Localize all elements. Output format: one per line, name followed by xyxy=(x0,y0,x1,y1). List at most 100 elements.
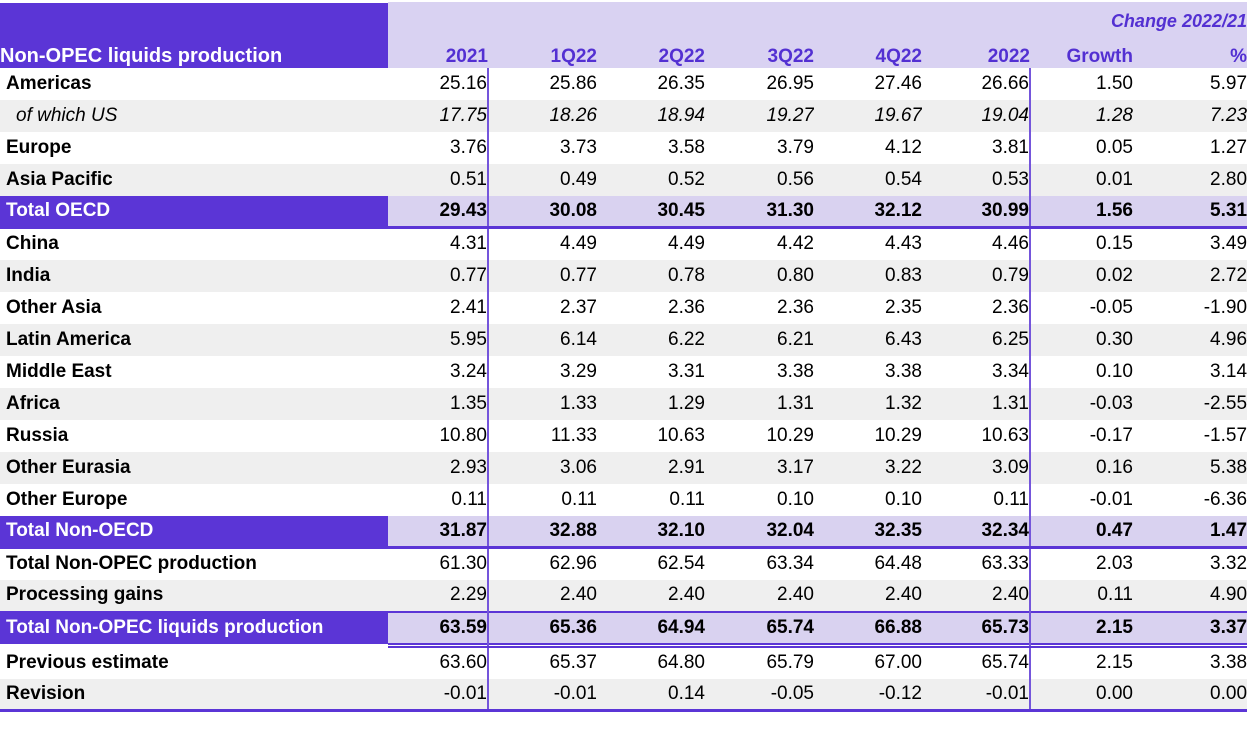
value-cell: 65.74 xyxy=(922,646,1031,679)
value-cell: 2.15 xyxy=(1096,652,1133,673)
row-label: Africa xyxy=(6,392,60,414)
value-cell: 32.04 xyxy=(705,515,814,549)
value-cell: 10.63 xyxy=(657,424,705,446)
spacer-cell xyxy=(922,642,1031,648)
table-body: Americas 25.16 25.86 26.35 26.95 27.46 26.66 1.… xyxy=(0,67,1247,712)
value-cell: -6.36 xyxy=(1203,488,1247,510)
value-cell: 4.12 xyxy=(885,136,922,158)
value-cell: 31.30 xyxy=(705,195,814,229)
table-row: Other Eurasia 2.93 3.06 2.91 3.17 3.22 3.09 0.1… xyxy=(0,451,1247,484)
non-opec-liquids-production-table: Non-OPEC liquids production Change 2022/… xyxy=(0,0,1247,712)
table-row: Total Non-OECD 31.87 32.88 32.10 32.04 32.35 3… xyxy=(0,515,1247,549)
value-cell: 26.35 xyxy=(657,72,705,94)
value-cell: 32.34 xyxy=(922,515,1031,549)
table-row: Asia Pacific 0.51 0.49 0.52 0.56 0.54 0.53 0.01… xyxy=(0,163,1247,196)
value-cell: 2.91 xyxy=(668,456,705,478)
value-cell: 65.79 xyxy=(766,652,814,673)
value-cell: 10.63 xyxy=(922,419,1031,452)
value-cell: 18.94 xyxy=(657,104,705,126)
header-row-change: Non-OPEC liquids production Change 2022/… xyxy=(0,0,1247,68)
value-cell: 26.95 xyxy=(766,72,814,94)
value-cell: 0.53 xyxy=(922,163,1031,196)
value-cell: 3.31 xyxy=(668,360,705,382)
row-label: Russia xyxy=(6,424,69,446)
value-cell: 2.03 xyxy=(1096,553,1133,575)
value-cell: 61.30 xyxy=(388,547,489,580)
table-row: Total Non-OPEC liquids production 63.59 65… xyxy=(0,610,1247,644)
value-cell: 2.72 xyxy=(1210,264,1247,286)
value-cell: 0.83 xyxy=(885,264,922,286)
table-row: Americas 25.16 25.86 26.35 26.95 27.46 26.66 1.… xyxy=(0,67,1247,100)
value-cell: 64.94 xyxy=(597,610,705,644)
table-row: of which US 17.75 18.26 18.94 19.27 19.67 19.0… xyxy=(0,99,1247,132)
value-cell: 4.49 xyxy=(668,233,705,255)
value-cell: 0.02 xyxy=(1096,264,1133,286)
value-cell: 17.75 xyxy=(388,99,489,132)
value-cell: 6.14 xyxy=(560,328,597,350)
value-cell: 2.80 xyxy=(1210,168,1247,190)
value-cell: 7.23 xyxy=(1210,104,1247,126)
value-cell: -0.01 xyxy=(388,678,489,712)
value-cell: 5.31 xyxy=(1133,195,1247,229)
value-cell: -2.55 xyxy=(1203,392,1247,414)
value-cell: 5.38 xyxy=(1210,456,1247,478)
column-header-2q22: 2Q22 xyxy=(597,31,705,68)
value-cell: 65.37 xyxy=(549,652,597,673)
value-cell: -0.12 xyxy=(814,678,922,712)
row-label: India xyxy=(6,264,51,286)
column-header-1q22: 1Q22 xyxy=(488,31,597,68)
value-cell: 0.10 xyxy=(1096,360,1133,382)
row-label: Other Eurasia xyxy=(6,456,131,478)
value-cell: 3.06 xyxy=(560,456,597,478)
value-cell: -0.01 xyxy=(1089,488,1133,510)
value-cell: 0.00 xyxy=(1030,678,1133,712)
value-cell: -0.01 xyxy=(488,678,597,712)
value-cell: 32.88 xyxy=(488,515,597,549)
value-cell: 4.90 xyxy=(1210,584,1247,605)
value-cell: 32.12 xyxy=(814,195,922,229)
row-label: Latin America xyxy=(6,328,131,350)
value-cell: 2.40 xyxy=(885,584,922,605)
table-row: Europe 3.76 3.73 3.58 3.79 4.12 3.81 0.05 1.27 xyxy=(0,131,1247,164)
value-cell: 0.00 xyxy=(1133,678,1247,712)
row-label: Total Non-OECD xyxy=(0,515,388,549)
value-cell: 10.80 xyxy=(388,419,489,452)
table-title: Non-OPEC liquids production xyxy=(0,0,388,68)
value-cell: 0.15 xyxy=(1096,233,1133,255)
value-cell: 63.60 xyxy=(388,646,489,679)
value-cell: 63.33 xyxy=(922,547,1031,580)
table-row: Other Asia 2.41 2.37 2.36 2.36 2.35 2.36 -0.05-… xyxy=(0,291,1247,324)
row-label: Americas xyxy=(6,72,92,94)
value-cell: 64.80 xyxy=(657,652,705,673)
table-row: China 4.31 4.49 4.49 4.42 4.43 4.46 0.15 3.49 xyxy=(0,227,1247,260)
table-row: Russia 10.80 11.33 10.63 10.29 10.29 10.63 -0.1… xyxy=(0,419,1247,452)
value-cell: 1.31 xyxy=(922,387,1031,420)
table-row: Middle East 3.24 3.29 3.31 3.38 3.38 3.34 0.10 3… xyxy=(0,355,1247,388)
value-cell: 4.43 xyxy=(885,233,922,255)
value-cell: 0.11 xyxy=(922,483,1031,516)
value-cell: 0.49 xyxy=(560,168,597,190)
value-cell: 3.49 xyxy=(1210,233,1247,255)
value-cell: 1.33 xyxy=(560,392,597,414)
table-row: Total Non-OPEC production 61.30 62.96 62.54… xyxy=(0,547,1247,580)
value-cell: 19.04 xyxy=(922,99,1031,132)
value-cell: 0.01 xyxy=(1096,168,1133,190)
double-rule-spacer xyxy=(0,642,1247,648)
column-header-4q22: 4Q22 xyxy=(814,31,922,68)
column-header-percent: % xyxy=(1133,31,1247,68)
value-cell: 1.28 xyxy=(1096,104,1133,126)
value-cell: 0.30 xyxy=(1096,328,1133,350)
value-cell: 1.27 xyxy=(1210,136,1247,158)
row-label: Middle East xyxy=(6,360,112,382)
row-label: Other Asia xyxy=(6,296,102,318)
row-label: Total Non-OPEC liquids production xyxy=(0,610,388,644)
value-cell: 25.86 xyxy=(549,72,597,94)
table-row: Latin America 5.95 6.14 6.22 6.21 6.43 6.25 0.3… xyxy=(0,323,1247,356)
row-label: Previous estimate xyxy=(6,651,169,673)
value-cell: -0.05 xyxy=(1089,296,1133,318)
value-cell: 0.56 xyxy=(777,168,814,190)
table-row: Total OECD 29.43 30.08 30.45 31.30 32.12 30.99… xyxy=(0,195,1247,229)
change-2022-21-header: Change 2022/21 xyxy=(1030,1,1247,32)
value-cell: 2.41 xyxy=(388,291,489,324)
header-spacer xyxy=(388,1,1030,32)
